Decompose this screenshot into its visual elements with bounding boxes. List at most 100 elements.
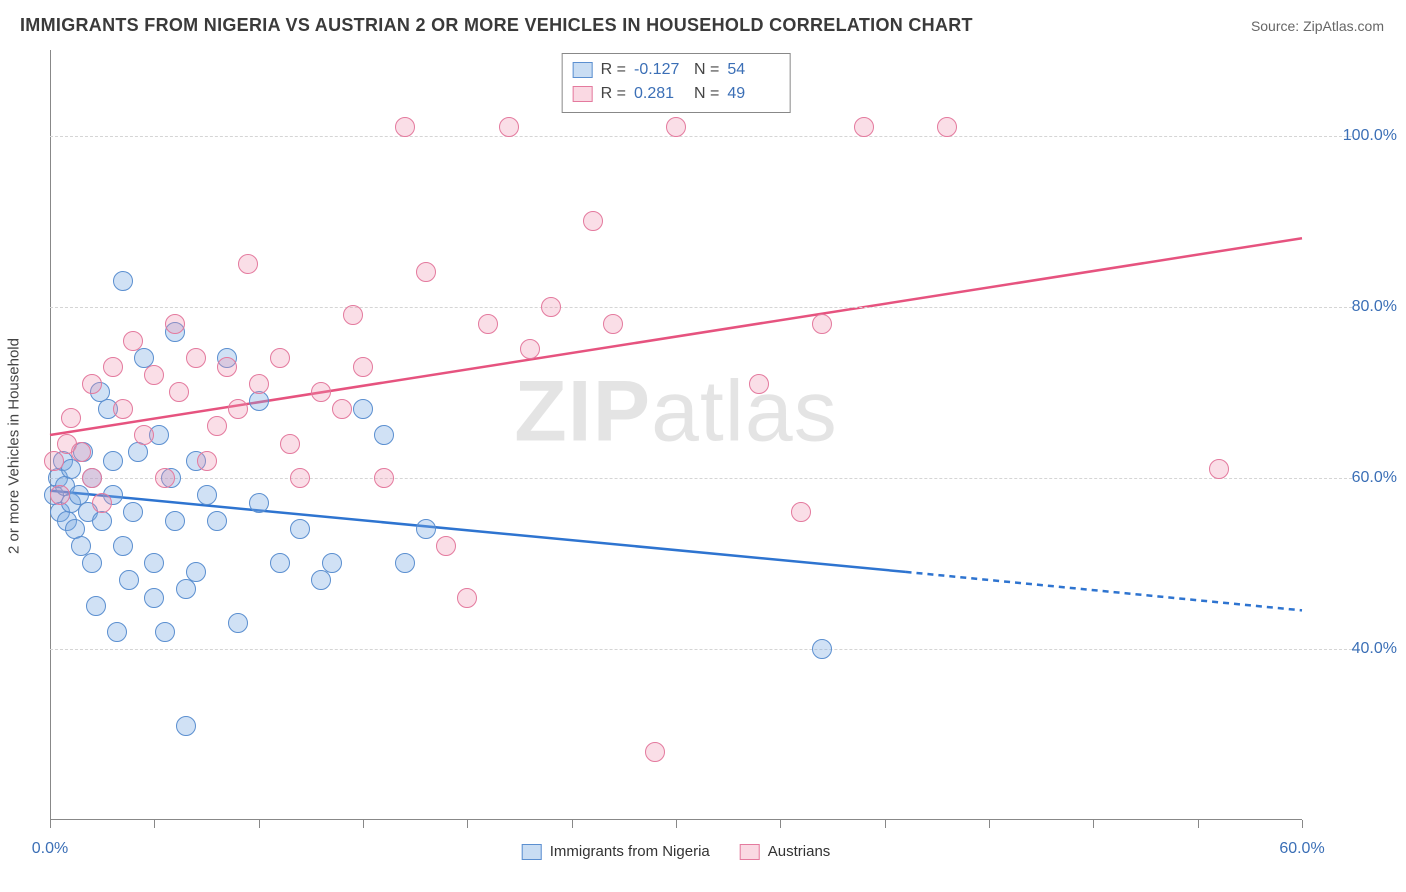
gridline bbox=[50, 307, 1352, 308]
data-point bbox=[123, 502, 143, 522]
data-point bbox=[82, 468, 102, 488]
x-tick bbox=[780, 820, 781, 828]
r-label: R = bbox=[601, 85, 626, 103]
data-point bbox=[280, 434, 300, 454]
y-axis-label: 2 or more Vehicles in Household bbox=[6, 338, 23, 554]
data-point bbox=[603, 314, 623, 334]
correlation-legend: R =-0.127N =54R =0.281N =49 bbox=[562, 53, 791, 113]
data-point bbox=[812, 314, 832, 334]
scatter-plot: ZIPatlas R =-0.127N =54R =0.281N =49 Imm… bbox=[50, 50, 1302, 820]
data-point bbox=[228, 399, 248, 419]
data-point bbox=[165, 511, 185, 531]
data-point bbox=[82, 553, 102, 573]
series-legend: Immigrants from Nigeria Austrians bbox=[522, 843, 831, 860]
data-point bbox=[144, 365, 164, 385]
data-point bbox=[374, 425, 394, 445]
watermark: ZIPatlas bbox=[514, 362, 837, 461]
data-point bbox=[520, 339, 540, 359]
data-point bbox=[186, 562, 206, 582]
legend-row: R =-0.127N =54 bbox=[573, 58, 780, 82]
data-point bbox=[169, 382, 189, 402]
legend-item: Austrians bbox=[740, 843, 831, 860]
data-point bbox=[332, 399, 352, 419]
legend-item: Immigrants from Nigeria bbox=[522, 843, 710, 860]
data-point bbox=[311, 382, 331, 402]
x-tick bbox=[467, 820, 468, 828]
data-point bbox=[583, 211, 603, 231]
data-point bbox=[165, 314, 185, 334]
gridline bbox=[50, 649, 1352, 650]
data-point bbox=[113, 536, 133, 556]
data-point bbox=[228, 613, 248, 633]
data-point bbox=[457, 588, 477, 608]
gridline bbox=[50, 136, 1352, 137]
data-point bbox=[478, 314, 498, 334]
data-point bbox=[197, 451, 217, 471]
data-point bbox=[416, 262, 436, 282]
data-point bbox=[854, 117, 874, 137]
legend-swatch bbox=[573, 62, 593, 78]
data-point bbox=[791, 502, 811, 522]
n-label: N = bbox=[694, 61, 719, 79]
data-point bbox=[645, 742, 665, 762]
chart-title: IMMIGRANTS FROM NIGERIA VS AUSTRIAN 2 OR… bbox=[20, 15, 973, 36]
data-point bbox=[61, 408, 81, 428]
legend-swatch bbox=[740, 844, 760, 860]
data-point bbox=[186, 348, 206, 368]
y-tick-label: 80.0% bbox=[1317, 298, 1397, 316]
n-label: N = bbox=[694, 85, 719, 103]
r-value: 0.281 bbox=[634, 85, 686, 103]
x-tick bbox=[676, 820, 677, 828]
data-point bbox=[238, 254, 258, 274]
x-tick-label: 60.0% bbox=[1279, 840, 1324, 858]
data-point bbox=[322, 553, 342, 573]
data-point bbox=[937, 117, 957, 137]
data-point bbox=[92, 493, 112, 513]
data-point bbox=[395, 553, 415, 573]
y-tick-label: 60.0% bbox=[1317, 469, 1397, 487]
data-point bbox=[107, 622, 127, 642]
legend-swatch bbox=[573, 86, 593, 102]
data-point bbox=[113, 399, 133, 419]
x-tick bbox=[1302, 820, 1303, 828]
data-point bbox=[144, 553, 164, 573]
x-tick bbox=[885, 820, 886, 828]
r-label: R = bbox=[601, 61, 626, 79]
data-point bbox=[128, 442, 148, 462]
data-point bbox=[176, 579, 196, 599]
data-point bbox=[499, 117, 519, 137]
data-point bbox=[155, 622, 175, 642]
data-point bbox=[119, 570, 139, 590]
n-value: 49 bbox=[727, 85, 779, 103]
x-tick bbox=[154, 820, 155, 828]
data-point bbox=[176, 716, 196, 736]
data-point bbox=[541, 297, 561, 317]
x-tick-label: 0.0% bbox=[32, 840, 68, 858]
data-point bbox=[144, 588, 164, 608]
x-tick bbox=[572, 820, 573, 828]
data-point bbox=[103, 357, 123, 377]
data-point bbox=[343, 305, 363, 325]
data-point bbox=[290, 519, 310, 539]
data-point bbox=[666, 117, 686, 137]
data-point bbox=[353, 357, 373, 377]
data-point bbox=[812, 639, 832, 659]
data-point bbox=[436, 536, 456, 556]
x-tick bbox=[1198, 820, 1199, 828]
data-point bbox=[270, 553, 290, 573]
data-point bbox=[44, 451, 64, 471]
y-axis bbox=[50, 50, 51, 820]
legend-label: Austrians bbox=[768, 843, 831, 860]
data-point bbox=[270, 348, 290, 368]
data-point bbox=[113, 271, 133, 291]
y-tick-label: 40.0% bbox=[1317, 640, 1397, 658]
data-point bbox=[416, 519, 436, 539]
n-value: 54 bbox=[727, 61, 779, 79]
data-point bbox=[395, 117, 415, 137]
data-point bbox=[82, 374, 102, 394]
data-point bbox=[249, 493, 269, 513]
data-point bbox=[155, 468, 175, 488]
data-point bbox=[134, 425, 154, 445]
data-point bbox=[86, 596, 106, 616]
data-point bbox=[92, 511, 112, 531]
